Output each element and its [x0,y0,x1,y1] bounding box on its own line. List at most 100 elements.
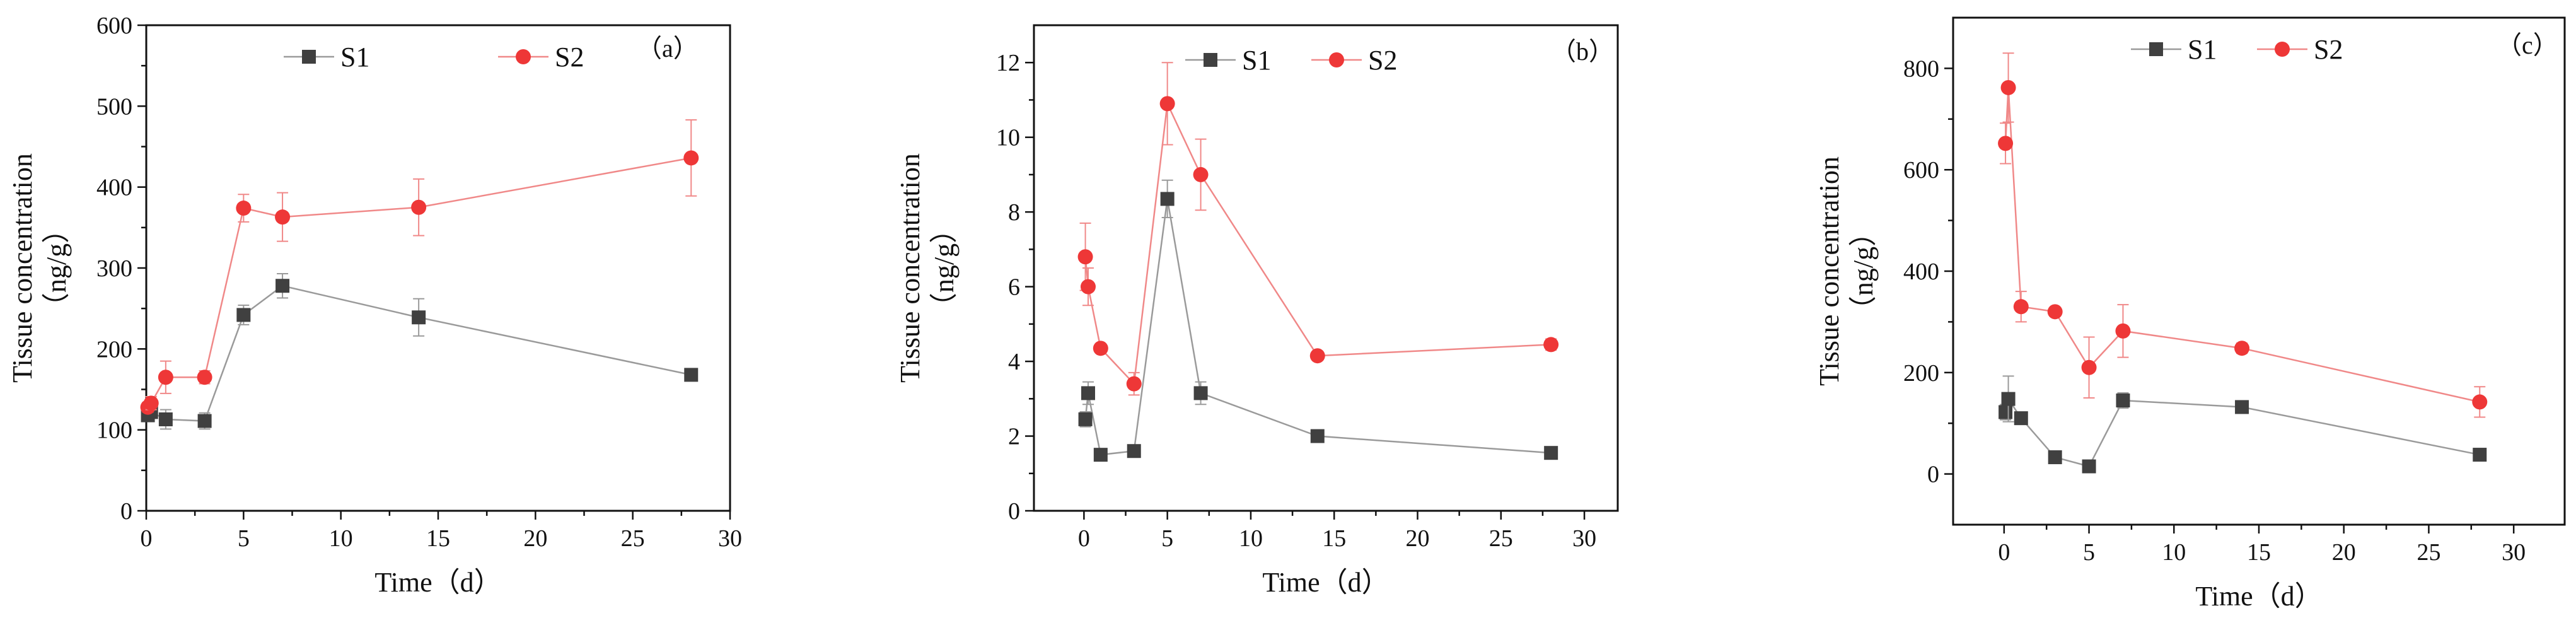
data-point-s1 [1081,386,1095,400]
x-tick-label: 15 [426,525,450,552]
data-point-s1 [2116,394,2130,408]
y-tick-label: 500 [96,93,132,120]
y-tick-label: 300 [96,255,132,282]
y-tick-label: 200 [1903,360,1939,387]
data-point-s1 [2001,392,2016,406]
data-point-s1 [2048,450,2062,465]
y-tick-label: 600 [96,13,132,39]
y-tick-label: 0 [120,498,132,525]
data-point-s1 [2473,448,2487,462]
data-point-s1 [2082,459,2096,474]
data-point-s2 [2234,341,2250,356]
data-point-s2 [1077,249,1093,265]
legend-label-s1: S1 [340,42,369,73]
chart-panel-b: 0 5 10 15 20 25 30 0 2 4 6 8 10 12 Time（d） Tissue conce… [895,24,1619,598]
data-point-s2 [2047,304,2063,320]
data-point-s2 [1159,96,1175,112]
data-point-s2 [2115,323,2131,339]
panel-label: （b） [1551,37,1614,66]
x-tick-label: 10 [329,525,353,552]
y-tick-label: 400 [1903,259,1939,285]
legend-marker-s1 [302,50,316,64]
y-tick-label: 0 [1927,462,1939,488]
x-tick-label: 30 [1572,525,1596,552]
data-point-s1 [1193,386,1208,400]
x-tick-label: 5 [238,525,250,552]
x-tick-label: 0 [1078,525,1090,552]
y-tick-label: 200 [96,336,132,363]
x-tick-label: 5 [2083,539,2095,566]
data-point-s1 [2014,411,2028,426]
y-axis-unit: （ng/g） [929,216,960,320]
x-axis-title: Time（d） [2195,581,2322,612]
data-point-s1 [1078,412,1093,426]
y-axis-title: Tissue concentration [895,153,925,383]
y-axis-unit: （ng/g） [41,216,72,320]
data-point-s2 [411,199,427,215]
data-point-s2 [2013,299,2029,315]
data-point-s2 [683,150,699,166]
series-line-s2 [147,157,692,408]
y-tick-label: 12 [996,50,1020,76]
x-tick-label: 5 [1161,525,1173,552]
y-tick-label: 400 [96,175,132,201]
data-point-s2 [1080,279,1096,294]
x-tick-label: 10 [2162,539,2186,566]
plot-frame [145,24,731,512]
data-point-s1 [1544,446,1558,460]
data-point-s2 [143,395,159,411]
panel-label: （a） [637,34,699,62]
data-point-s2 [1309,348,1325,364]
chart-panel-a: 0 5 10 15 20 25 300100200300400500600Time（d）Ti… [7,13,742,598]
series-line-s1 [1084,199,1552,456]
data-point-s1 [276,279,290,293]
data-point-s2 [236,201,252,216]
data-point-s2 [2472,394,2488,410]
data-point-s2 [158,370,173,385]
legend-marker-s2 [516,49,531,64]
series-line-s1 [147,284,692,422]
data-point-s2 [2000,79,2016,95]
y-axis-unit: （ng/g） [1848,219,1879,324]
data-point-s1 [1310,429,1325,443]
data-point-s1 [1127,444,1141,458]
legend-label-s1: S1 [2188,34,2217,65]
data-point-s2 [275,209,291,225]
x-tick-label: 15 [1322,525,1346,552]
x-tick-label: 25 [2416,539,2440,566]
x-tick-label: 30 [2502,539,2526,566]
x-tick-label: 0 [141,525,153,552]
x-tick-label: 15 [2247,539,2271,566]
x-axis-title: Time（d） [374,567,501,598]
y-axis-title: Tissue concentration [7,153,38,383]
series-line-s2 [2004,87,2480,403]
data-point-s1 [158,412,173,426]
legend-label-s2: S2 [2314,34,2343,65]
y-tick-label: 0 [1008,498,1020,525]
data-point-s1 [684,368,699,382]
data-point-s1 [2235,400,2249,414]
data-point-s2 [1543,337,1559,353]
plot-frame [1033,24,1619,512]
data-point-s1 [197,414,212,428]
x-tick-label: 10 [1239,525,1263,552]
series-line-s2 [1084,100,1552,386]
data-point-s1 [1999,405,2013,419]
legend-label-s2: S2 [1368,45,1397,76]
x-tick-label: 30 [718,525,742,552]
data-point-s2 [197,370,212,385]
y-tick-label: 8 [1008,199,1020,226]
data-point-s2 [2081,359,2097,375]
y-tick-label: 4 [1008,349,1020,375]
legend-label-s1: S1 [1242,45,1271,76]
x-tick-label: 20 [523,525,547,552]
x-tick-label: 0 [1998,539,2010,566]
data-point-s1 [412,310,426,325]
chart-panel-c: 0 5 10 15 20 25 30 0 200 400 600 800 Time（d） Tissue c… [1814,16,2566,612]
data-point-s2 [1126,376,1142,392]
panel-label: （c） [2497,31,2558,59]
x-tick-label: 20 [1406,525,1430,552]
y-tick-label: 10 [996,125,1020,151]
y-tick-label: 2 [1008,424,1020,450]
y-tick-label: 6 [1008,274,1020,301]
